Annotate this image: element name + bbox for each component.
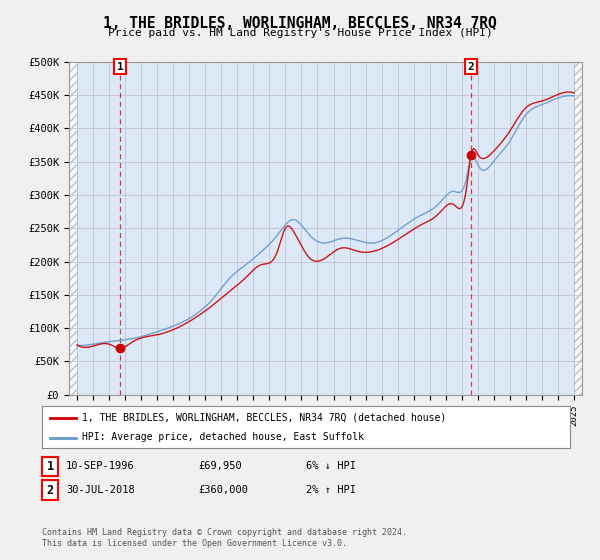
Text: HPI: Average price, detached house, East Suffolk: HPI: Average price, detached house, East…: [82, 432, 364, 442]
Text: 30-JUL-2018: 30-JUL-2018: [66, 485, 135, 495]
Text: 2% ↑ HPI: 2% ↑ HPI: [306, 485, 356, 495]
Text: £69,950: £69,950: [198, 461, 242, 472]
Text: 2: 2: [47, 483, 53, 497]
Text: £360,000: £360,000: [198, 485, 248, 495]
Text: 10-SEP-1996: 10-SEP-1996: [66, 461, 135, 472]
Text: 1: 1: [117, 62, 124, 72]
Text: Contains HM Land Registry data © Crown copyright and database right 2024.
This d: Contains HM Land Registry data © Crown c…: [42, 528, 407, 548]
Text: 1, THE BRIDLES, WORLINGHAM, BECCLES, NR34 7RQ (detached house): 1, THE BRIDLES, WORLINGHAM, BECCLES, NR3…: [82, 413, 446, 423]
Text: Price paid vs. HM Land Registry's House Price Index (HPI): Price paid vs. HM Land Registry's House …: [107, 28, 493, 38]
Text: 1, THE BRIDLES, WORLINGHAM, BECCLES, NR34 7RQ: 1, THE BRIDLES, WORLINGHAM, BECCLES, NR3…: [103, 16, 497, 31]
Text: 1: 1: [47, 460, 53, 473]
Text: 6% ↓ HPI: 6% ↓ HPI: [306, 461, 356, 472]
Text: 2: 2: [467, 62, 475, 72]
